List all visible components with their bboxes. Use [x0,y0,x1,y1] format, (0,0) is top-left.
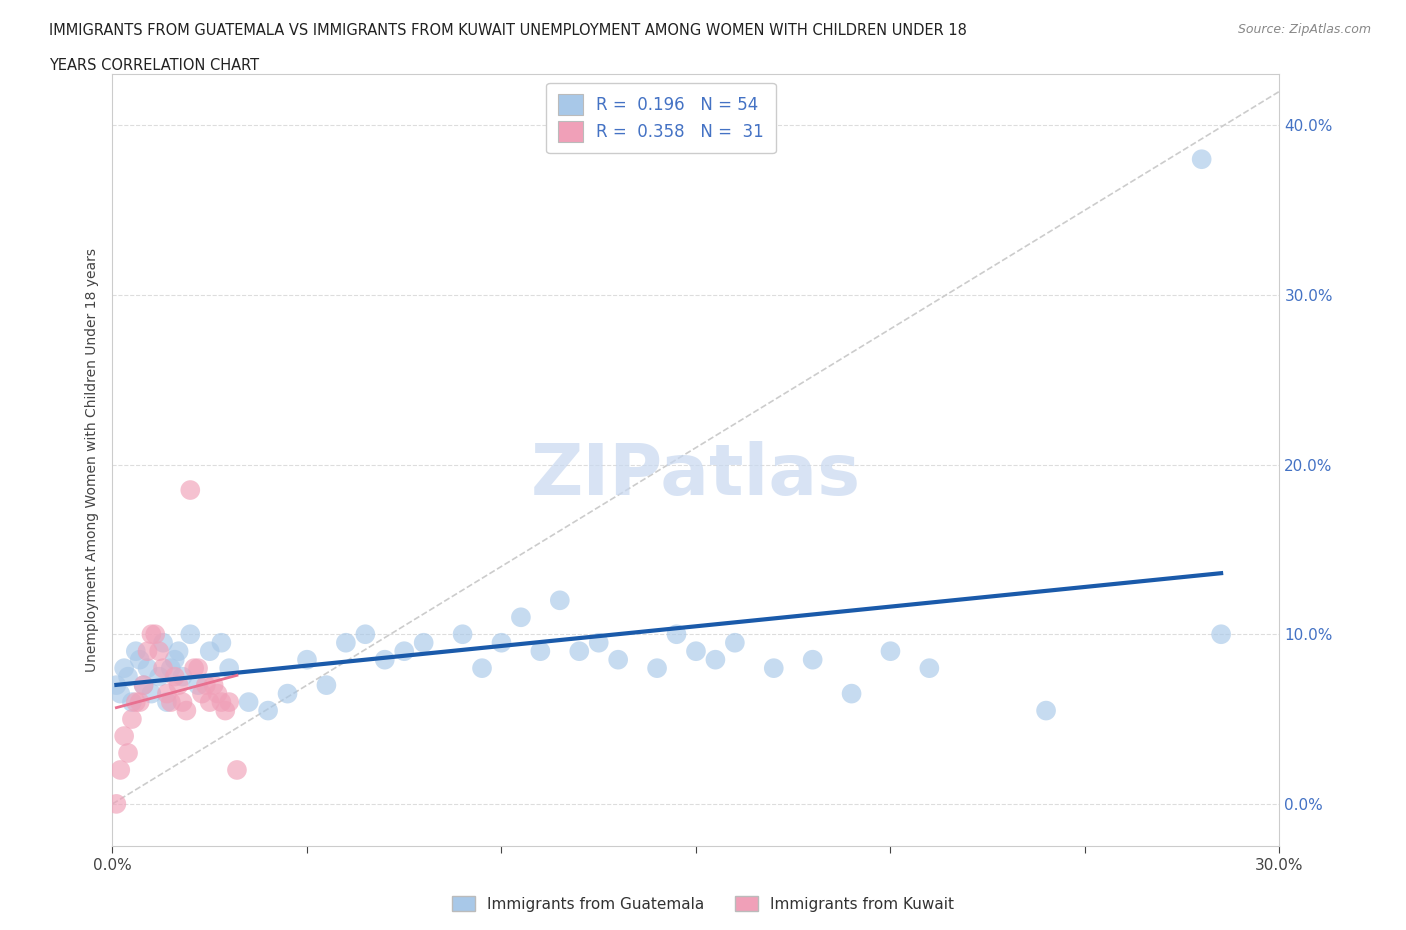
Point [152,660,174,675]
Point [685,644,707,658]
Point [207,686,229,701]
Text: YEARS CORRELATION CHART: YEARS CORRELATION CHART [49,58,259,73]
Point [191,686,214,701]
Point [645,660,668,675]
Point [335,635,357,650]
Point [354,627,377,642]
Point [128,652,150,667]
Point [163,670,186,684]
Point [568,644,591,658]
Point [163,652,186,667]
Point [132,678,155,693]
Point [202,678,225,693]
Point [315,678,337,693]
Point [704,652,727,667]
Point [132,678,155,693]
Point [801,652,824,667]
Point [214,703,236,718]
Point [209,695,232,710]
Point [117,746,139,761]
Point [105,796,128,811]
Point [121,711,143,726]
Point [121,695,143,710]
Point [110,763,132,777]
Point [156,695,179,710]
Y-axis label: Unemployment Among Women with Children Under 18 years: Unemployment Among Women with Children U… [86,248,100,672]
Point [509,610,531,625]
Point [148,670,170,684]
Point [117,670,139,684]
Text: IMMIGRANTS FROM GUATEMALA VS IMMIGRANTS FROM KUWAIT UNEMPLOYMENT AMONG WOMEN WIT: IMMIGRANTS FROM GUATEMALA VS IMMIGRANTS … [49,23,967,38]
Point [762,660,785,675]
Point [179,627,201,642]
Point [238,695,260,710]
Point [128,695,150,710]
Point [392,644,416,658]
Point [1209,627,1232,642]
Point [179,483,201,498]
Point [136,644,159,658]
Legend: Immigrants from Guatemala, Immigrants from Kuwait: Immigrants from Guatemala, Immigrants fr… [446,889,960,918]
Point [218,660,240,675]
Point [141,627,163,642]
Point [143,627,166,642]
Point [918,660,941,675]
Point [112,660,135,675]
Point [198,644,221,658]
Point [136,660,159,675]
Point [412,635,434,650]
Point [125,695,148,710]
Point [295,652,318,667]
Point [226,763,249,777]
Point [105,678,128,693]
Point [491,635,513,650]
Point [276,686,298,701]
Point [156,686,179,701]
Point [724,635,747,650]
Text: ZIPatlas: ZIPatlas [531,442,860,511]
Legend: R =  0.196   N = 54, R =  0.358   N =  31: R = 0.196 N = 54, R = 0.358 N = 31 [547,83,776,153]
Point [125,644,148,658]
Point [1035,703,1057,718]
Point [1191,152,1213,166]
Point [110,686,132,701]
Point [665,627,688,642]
Point [141,686,163,701]
Point [187,660,209,675]
Point [176,703,198,718]
Point [148,644,170,658]
Point [607,652,630,667]
Point [167,644,190,658]
Point [471,660,494,675]
Point [172,670,194,684]
Point [112,728,135,743]
Point [152,635,174,650]
Point [548,592,571,607]
Point [879,644,901,658]
Point [172,695,194,710]
Point [529,644,551,658]
Point [167,678,190,693]
Point [374,652,396,667]
Point [451,627,474,642]
Point [160,660,183,675]
Point [194,678,217,693]
Point [187,678,209,693]
Point [257,703,280,718]
Point [218,695,240,710]
Point [183,660,205,675]
Point [588,635,610,650]
Point [160,695,183,710]
Text: Source: ZipAtlas.com: Source: ZipAtlas.com [1237,23,1371,36]
Point [841,686,863,701]
Point [209,635,232,650]
Point [198,695,221,710]
